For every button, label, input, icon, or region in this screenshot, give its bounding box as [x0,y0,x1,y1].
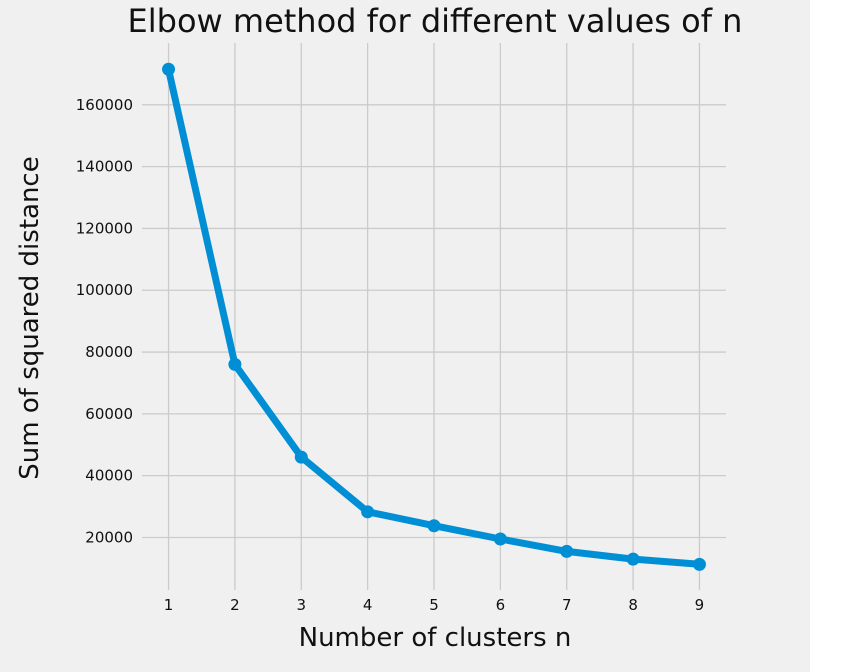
y-tick-label: 20000 [85,528,133,546]
y-tick-label: 140000 [76,158,133,176]
x-axis-label: Number of clusters n [299,623,572,653]
data-point [427,519,441,533]
y-tick-label: 60000 [85,405,133,423]
x-tick-label: 6 [496,596,506,614]
data-point [626,552,640,566]
data-point [228,357,242,371]
y-tick-labels: 20000 40000 60000 80000 100000 120000 140000 16… [76,96,133,547]
x-tick-label: 4 [363,596,373,614]
x-tick-label: 2 [230,596,240,614]
x-tick-labels: 1 2 3 4 5 6 7 8 9 [164,596,704,614]
y-tick-label: 40000 [85,467,133,485]
data-point [294,450,308,464]
series-layer [162,62,706,571]
data-point [361,505,375,519]
x-tick-label: 1 [164,596,174,614]
chart-title: Elbow method for different values of n [128,2,743,40]
data-point [692,557,706,571]
x-tick-label: 9 [695,596,705,614]
data-point [560,544,574,558]
y-tick-label: 120000 [76,219,133,237]
y-gridlines [142,104,726,539]
y-tick-label: 80000 [85,343,133,361]
data-point [493,532,507,546]
x-tick-label: 3 [296,596,306,614]
data-point [162,62,176,76]
y-tick-label: 100000 [76,281,133,299]
x-tick-label: 8 [628,596,638,614]
y-tick-label: 160000 [76,96,133,114]
x-tick-label: 7 [562,596,572,614]
x-gridlines [167,43,701,590]
x-tick-label: 5 [429,596,439,614]
y-axis-label: Sum of squared distance [15,156,45,479]
